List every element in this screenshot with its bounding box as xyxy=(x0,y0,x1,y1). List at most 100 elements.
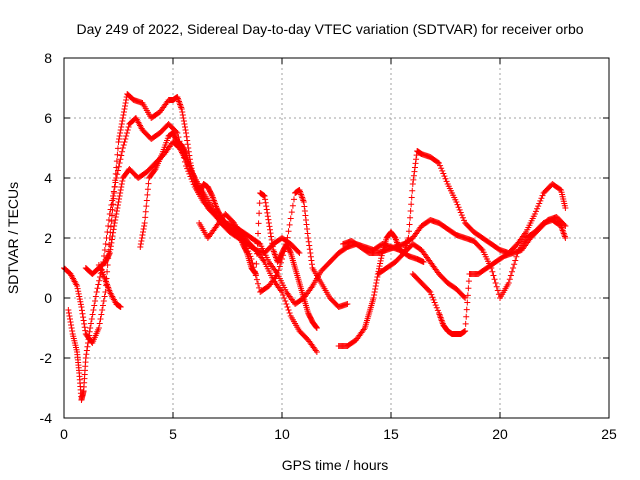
data-point xyxy=(120,112,127,118)
data-point xyxy=(296,250,303,256)
data-point xyxy=(505,280,512,286)
data-point xyxy=(532,208,539,215)
data-point xyxy=(410,172,417,179)
data-point xyxy=(92,298,99,304)
data-point xyxy=(75,290,82,297)
x-axis-label: GPS time / hours xyxy=(282,457,389,473)
data-point xyxy=(118,124,125,130)
data-point xyxy=(91,302,98,309)
data-point xyxy=(279,289,285,295)
data-point xyxy=(276,263,283,270)
data-point xyxy=(510,265,517,271)
data-point xyxy=(115,139,122,145)
data-point xyxy=(456,206,463,213)
data-point xyxy=(463,306,470,313)
data-point xyxy=(114,151,121,158)
data-point xyxy=(86,332,93,339)
data-point xyxy=(117,190,124,196)
data-point xyxy=(85,336,92,343)
y-tick-label: -4 xyxy=(40,410,53,426)
data-point xyxy=(101,293,108,300)
data-point xyxy=(434,159,441,166)
data-point xyxy=(68,322,75,328)
data-point xyxy=(282,298,289,304)
data-point xyxy=(493,283,500,290)
data-point xyxy=(435,160,442,166)
x-tick-label: 0 xyxy=(60,426,68,442)
data-point xyxy=(76,293,83,300)
data-point xyxy=(284,234,291,241)
data-point xyxy=(142,208,149,215)
data-point xyxy=(492,280,499,286)
data-point xyxy=(105,223,112,229)
data-point xyxy=(265,220,272,226)
data-point xyxy=(535,203,542,210)
y-axis-label: SDTVAR / TECUs xyxy=(5,182,21,294)
data-point xyxy=(465,285,472,292)
data-point xyxy=(118,121,125,127)
data-point xyxy=(407,208,414,214)
data-point xyxy=(110,193,117,199)
data-point xyxy=(184,141,191,148)
data-point xyxy=(114,205,121,211)
data-point xyxy=(122,100,129,106)
data-point xyxy=(96,274,103,280)
data-point xyxy=(377,257,384,264)
data-point xyxy=(82,327,89,334)
data-point xyxy=(313,325,320,331)
data-point xyxy=(313,349,320,355)
data-point xyxy=(112,179,119,186)
data-point xyxy=(304,226,311,232)
data-point xyxy=(372,286,379,292)
data-point xyxy=(118,152,125,159)
data-point xyxy=(376,263,383,270)
data-point xyxy=(253,276,260,283)
data-point xyxy=(313,324,320,331)
data-point xyxy=(306,246,313,253)
data-point xyxy=(66,316,73,322)
data-point xyxy=(139,232,146,238)
data-point xyxy=(308,261,315,268)
data-point xyxy=(531,211,538,217)
data-point xyxy=(84,343,91,350)
data-point xyxy=(245,248,252,255)
data-point xyxy=(371,292,378,298)
data-point xyxy=(247,253,254,260)
data-point xyxy=(208,191,215,198)
data-point xyxy=(78,307,85,314)
data-point xyxy=(182,127,189,133)
data-point xyxy=(536,200,543,207)
data-point xyxy=(138,238,145,244)
data-point xyxy=(243,242,250,249)
data-point xyxy=(181,124,188,130)
data-point xyxy=(99,302,106,309)
data-point xyxy=(116,196,123,202)
data-point xyxy=(122,136,129,142)
y-tick-label: 6 xyxy=(44,110,52,126)
data-point xyxy=(119,148,126,155)
data-point xyxy=(113,208,120,214)
data-point xyxy=(107,243,114,250)
data-point xyxy=(65,307,72,313)
data-point xyxy=(284,304,291,310)
data-point xyxy=(95,325,102,331)
data-point xyxy=(459,214,466,221)
data-point xyxy=(300,199,307,205)
data-point xyxy=(561,221,568,228)
data-point xyxy=(462,295,469,301)
data-point xyxy=(281,295,288,301)
data-point xyxy=(453,199,460,205)
data-point xyxy=(179,109,186,115)
series-track-4 xyxy=(95,262,124,310)
data-point xyxy=(104,229,111,235)
x-tick-label: 20 xyxy=(492,426,508,442)
data-point xyxy=(249,260,256,267)
data-point xyxy=(308,257,315,264)
data-point xyxy=(374,274,381,280)
data-point xyxy=(288,209,295,216)
data-point xyxy=(116,193,123,199)
data-point xyxy=(105,217,112,223)
data-point xyxy=(378,255,385,262)
series-track-6 xyxy=(196,187,351,310)
